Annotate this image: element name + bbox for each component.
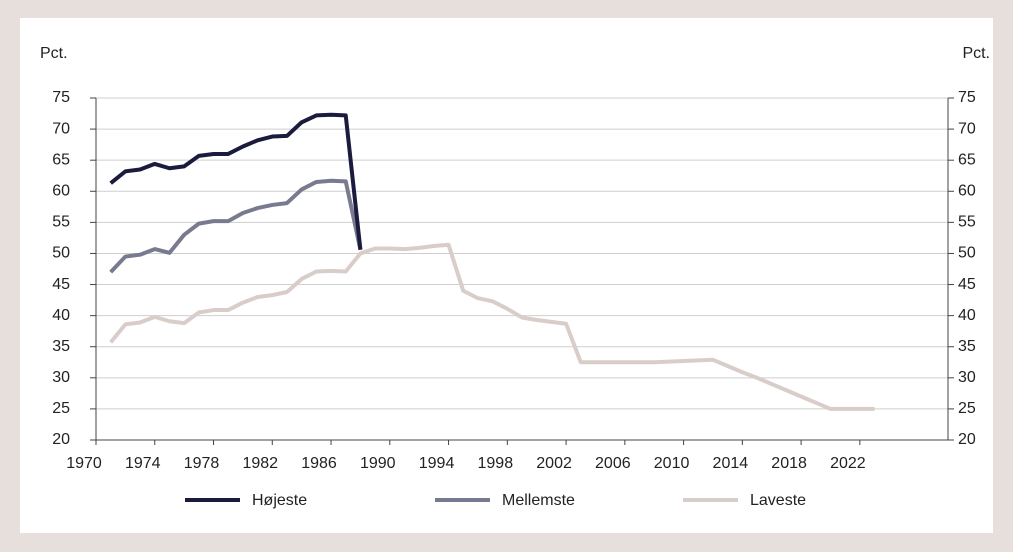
- y2-tick-label: 25: [958, 400, 976, 417]
- y-tick-label: 65: [52, 151, 70, 168]
- y2-tick-label: 65: [958, 151, 976, 168]
- y-tick-label: 60: [52, 182, 70, 199]
- x-tick-label: 2006: [595, 455, 631, 472]
- y-tick-label: 35: [52, 338, 70, 355]
- series-line: [109, 112, 363, 250]
- x-tick-label: 1974: [125, 455, 161, 472]
- y-tick-label: 70: [52, 120, 70, 137]
- y2-tick-label: 60: [958, 182, 976, 199]
- x-tick-label: 2002: [536, 455, 572, 472]
- x-tick-label: 1994: [419, 455, 455, 472]
- legend-label: Mellemste: [502, 492, 575, 509]
- y2-tick-label: 45: [958, 276, 976, 293]
- x-tick-label: 1998: [478, 455, 514, 472]
- legend-label: Højeste: [252, 492, 307, 509]
- y2-tick-label: 40: [958, 307, 976, 324]
- x-tick-label: 1978: [184, 455, 220, 472]
- y2-tick-label: 75: [958, 89, 976, 106]
- series-line: [109, 178, 363, 274]
- y2-tick-label: 55: [958, 214, 976, 231]
- y-tick-label: 40: [52, 307, 70, 324]
- y-tick-label: 50: [52, 245, 70, 262]
- x-tick-label: 1982: [242, 455, 278, 472]
- x-tick-label: 1986: [301, 455, 337, 472]
- y-tick-label: 30: [52, 369, 70, 386]
- x-tick-label: 1990: [360, 455, 396, 472]
- y2-tick-label: 30: [958, 369, 976, 386]
- x-tick-label: 1970: [66, 455, 102, 472]
- y-axis-label: Pct.: [40, 45, 68, 62]
- x-tick-label: 2022: [830, 455, 866, 472]
- series-line: [109, 242, 875, 411]
- panel: [20, 18, 993, 533]
- y-tick-label: 75: [52, 89, 70, 106]
- y-tick-label: 45: [52, 276, 70, 293]
- y2-tick-label: 20: [958, 431, 976, 448]
- y2-tick-label: 70: [958, 120, 976, 137]
- x-tick-label: 2018: [771, 455, 807, 472]
- y2-tick-label: 35: [958, 338, 976, 355]
- y-tick-label: 20: [52, 431, 70, 448]
- y2-tick-label: 50: [958, 245, 976, 262]
- x-tick-label: 2014: [713, 455, 749, 472]
- y2-axis-label: Pct.: [962, 45, 990, 62]
- legend-label: Laveste: [750, 492, 806, 509]
- y-tick-label: 25: [52, 400, 70, 417]
- x-tick-label: 2010: [654, 455, 690, 472]
- y-tick-label: 55: [52, 214, 70, 231]
